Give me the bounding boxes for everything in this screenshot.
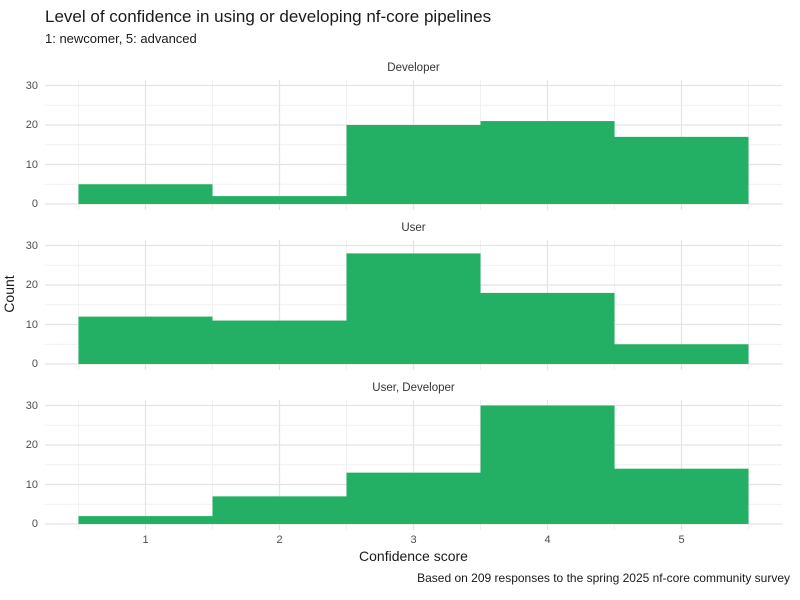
y-axis-tick-label: 10 [25, 478, 38, 491]
y-axis-tick-label: 20 [25, 279, 38, 291]
histogram-bar [346, 472, 481, 524]
histogram-bar [614, 136, 749, 204]
y-axis-tick-label: 30 [25, 399, 38, 412]
histogram-bar [614, 344, 749, 364]
facet-panel [45, 400, 782, 530]
y-axis-tick-label: 30 [25, 79, 38, 92]
facet-strip-label: User [401, 222, 426, 234]
histogram-bar [212, 496, 347, 524]
histogram-bar [480, 292, 615, 364]
y-axis-tick-label: 10 [25, 158, 38, 171]
y-axis-tick-label: 30 [25, 239, 38, 252]
histogram-bar [78, 316, 213, 364]
y-axis-tick-label: 0 [31, 198, 38, 210]
y-axis-tick-label: 20 [25, 119, 38, 131]
histogram-bar [480, 121, 615, 204]
y-axis-title: Count [1, 275, 17, 313]
histogram-bar [212, 196, 347, 204]
x-axis-tick-label: 3 [410, 534, 417, 546]
histogram-bar [78, 516, 213, 524]
facet-panel [45, 240, 782, 370]
facet-strip-label: User, Developer [372, 382, 455, 394]
histogram-bar [78, 184, 213, 204]
x-axis-title: Confidence score [359, 548, 468, 564]
chart-subtitle: 1: newcomer, 5: advanced [45, 31, 197, 46]
y-axis-tick-label: 20 [25, 439, 38, 451]
histogram-bar [346, 125, 481, 204]
y-axis-tick-label: 10 [25, 318, 38, 331]
x-axis-tick-label: 1 [142, 534, 149, 546]
histogram-bar [614, 468, 749, 524]
facet-panel [45, 80, 782, 210]
chart-caption: Based on 209 responses to the spring 202… [417, 571, 790, 585]
x-axis-tick-label: 2 [276, 534, 283, 546]
chart-title: Level of confidence in using or developi… [45, 7, 492, 26]
histogram-bar [346, 253, 481, 364]
facet-strip-label: Developer [387, 62, 440, 74]
x-axis-tick-label: 5 [678, 534, 685, 546]
x-axis-tick-label: 4 [544, 534, 551, 546]
histogram-bar [480, 405, 615, 524]
y-axis-tick-label: 0 [31, 358, 38, 370]
histogram-bar [212, 320, 347, 364]
y-axis-tick-label: 0 [31, 518, 38, 530]
